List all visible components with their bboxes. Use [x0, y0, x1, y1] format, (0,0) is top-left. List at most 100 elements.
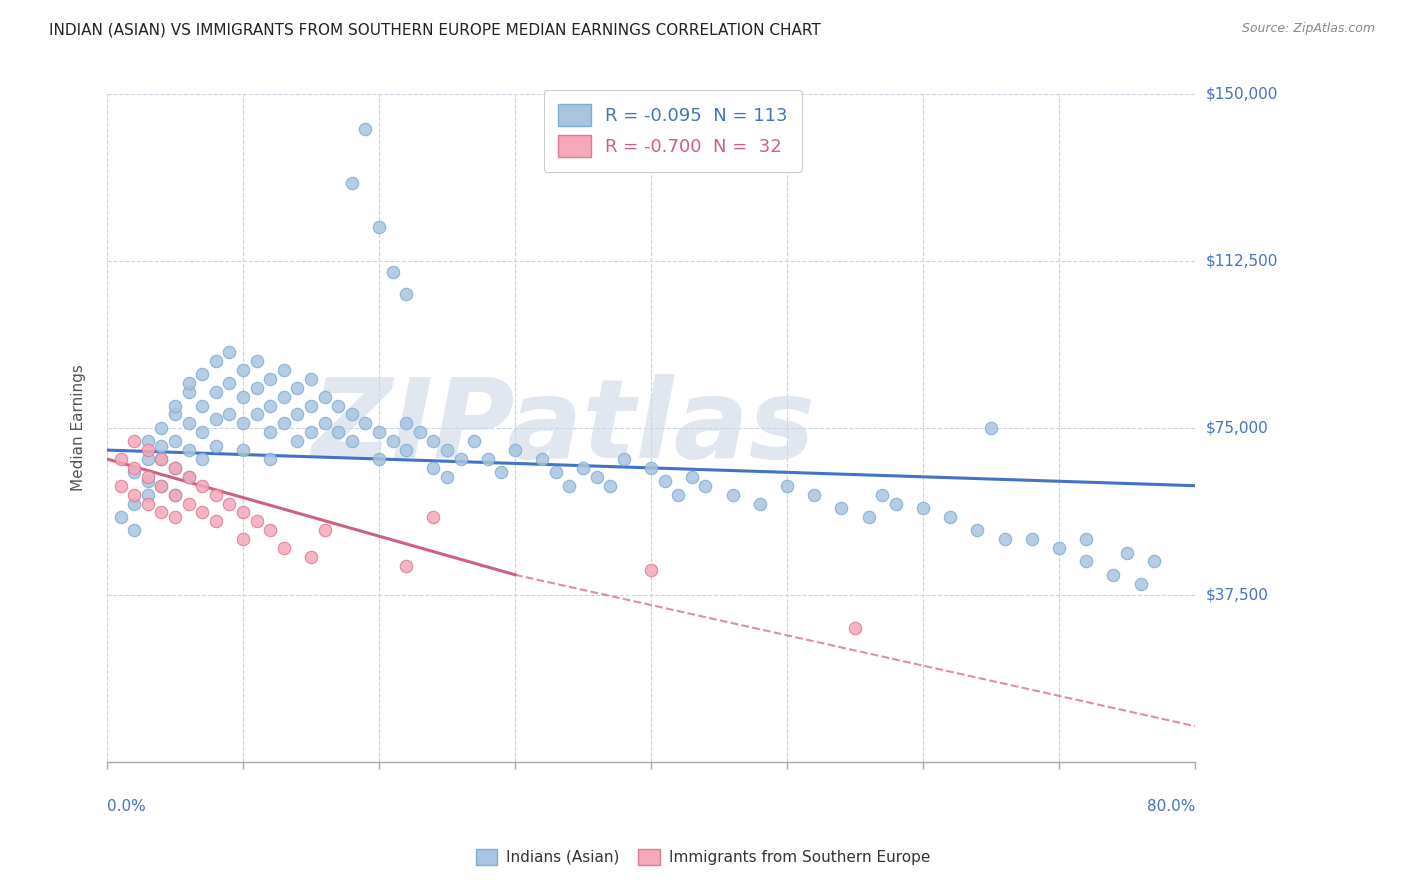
Point	[354, 417, 377, 431]
Point	[232, 390, 254, 404]
Point	[1047, 541, 1070, 555]
Point	[218, 408, 240, 422]
Point	[314, 417, 336, 431]
Point	[640, 563, 662, 577]
Point	[1116, 545, 1139, 559]
Point	[436, 470, 458, 484]
Point	[422, 509, 444, 524]
Point	[232, 505, 254, 519]
Point	[299, 399, 322, 413]
Point	[205, 354, 228, 368]
Point	[558, 479, 581, 493]
Point	[177, 470, 200, 484]
Point	[1102, 567, 1125, 582]
Point	[122, 466, 145, 480]
Point	[436, 443, 458, 458]
Point	[776, 479, 799, 493]
Point	[721, 488, 744, 502]
Point	[858, 509, 880, 524]
Point	[205, 412, 228, 426]
Point	[165, 461, 187, 475]
Point	[150, 439, 173, 453]
Point	[613, 452, 636, 467]
Text: 80.0%: 80.0%	[1147, 798, 1195, 814]
Point	[381, 434, 404, 449]
Point	[122, 461, 145, 475]
Point	[165, 488, 187, 502]
Point	[165, 408, 187, 422]
Point	[463, 434, 485, 449]
Point	[150, 452, 173, 467]
Point	[136, 434, 159, 449]
Point	[177, 385, 200, 400]
Text: $150,000: $150,000	[1206, 87, 1278, 102]
Point	[177, 376, 200, 391]
Point	[450, 452, 472, 467]
Point	[314, 390, 336, 404]
Point	[136, 475, 159, 489]
Point	[939, 509, 962, 524]
Point	[191, 368, 214, 382]
Point	[191, 399, 214, 413]
Point	[205, 488, 228, 502]
Point	[340, 176, 363, 190]
Point	[368, 452, 391, 467]
Point	[246, 408, 269, 422]
Point	[287, 408, 309, 422]
Text: $112,500: $112,500	[1206, 253, 1278, 268]
Point	[287, 434, 309, 449]
Point	[599, 479, 621, 493]
Y-axis label: Median Earnings: Median Earnings	[72, 365, 86, 491]
Point	[218, 496, 240, 510]
Point	[354, 122, 377, 136]
Point	[585, 470, 607, 484]
Point	[299, 372, 322, 386]
Point	[491, 466, 513, 480]
Point	[246, 381, 269, 395]
Point	[136, 488, 159, 502]
Point	[966, 523, 988, 537]
Point	[912, 500, 935, 515]
Point	[395, 443, 418, 458]
Point	[994, 532, 1017, 546]
Point	[122, 488, 145, 502]
Point	[1076, 554, 1098, 568]
Legend: R = -0.095  N = 113, R = -0.700  N =  32: R = -0.095 N = 113, R = -0.700 N = 32	[544, 89, 801, 171]
Point	[218, 345, 240, 359]
Point	[368, 220, 391, 235]
Point	[299, 549, 322, 564]
Point	[110, 509, 132, 524]
Point	[205, 514, 228, 528]
Point	[1129, 576, 1152, 591]
Point	[681, 470, 703, 484]
Point	[150, 421, 173, 435]
Point	[232, 443, 254, 458]
Point	[503, 443, 526, 458]
Point	[122, 496, 145, 510]
Point	[273, 390, 295, 404]
Point	[381, 265, 404, 279]
Point	[232, 417, 254, 431]
Point	[572, 461, 595, 475]
Point	[273, 541, 295, 555]
Point	[165, 434, 187, 449]
Point	[191, 505, 214, 519]
Point	[273, 417, 295, 431]
Point	[218, 376, 240, 391]
Point	[259, 452, 281, 467]
Point	[177, 443, 200, 458]
Point	[165, 488, 187, 502]
Point	[477, 452, 499, 467]
Point	[830, 500, 852, 515]
Point	[136, 443, 159, 458]
Legend: Indians (Asian), Immigrants from Southern Europe: Indians (Asian), Immigrants from Souther…	[470, 843, 936, 871]
Point	[136, 496, 159, 510]
Point	[1076, 532, 1098, 546]
Point	[110, 452, 132, 467]
Point	[328, 399, 350, 413]
Point	[980, 421, 1002, 435]
Point	[246, 514, 269, 528]
Point	[136, 470, 159, 484]
Point	[409, 425, 432, 440]
Point	[150, 479, 173, 493]
